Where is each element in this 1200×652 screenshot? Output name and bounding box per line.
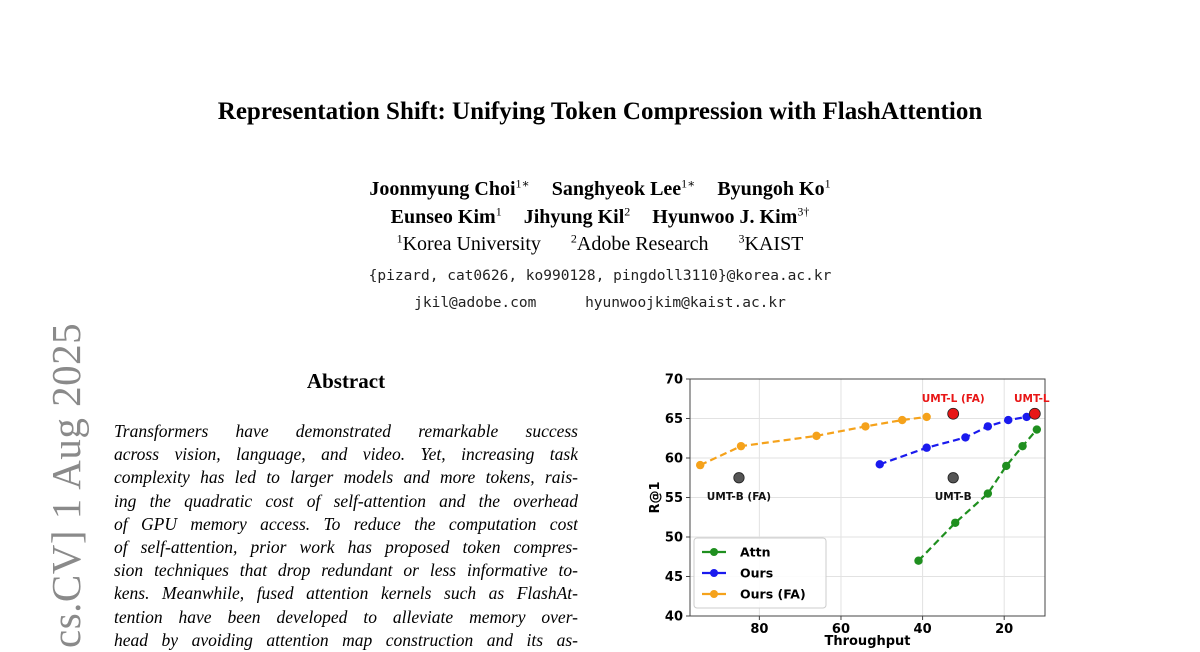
data-point: [1004, 415, 1013, 425]
email-kaist: hyunwoojkim@kaist.ac.kr: [585, 295, 786, 311]
data-point: [736, 441, 746, 451]
reference-point: [947, 472, 959, 484]
author-affiliation-mark: 1∗: [681, 176, 696, 191]
data-point: [875, 460, 884, 469]
author-name: Hyunwoo J. Kim3†: [652, 204, 810, 228]
y-tick-label: 45: [665, 570, 683, 585]
data-point: [983, 422, 993, 431]
data-point: [951, 518, 960, 527]
author-name: Jihyung Kil2: [523, 204, 631, 228]
arxiv-stamp: cs.CV] 1 Aug 2025: [43, 322, 89, 648]
data-point: [897, 415, 907, 425]
abstract-line: Transformers have demonstrated remarkabl…: [114, 421, 578, 441]
data-point: [961, 433, 970, 442]
reference-point-label: UMT-L: [1014, 393, 1050, 405]
author-affiliation-mark: 1∗: [515, 176, 530, 191]
series-line-ours: [879, 415, 1027, 466]
affiliations: 1Korea University 2Adobe Research 3KAIST: [0, 231, 1200, 256]
author-affiliation-mark: 1: [495, 204, 502, 219]
reference-point-label: UMT-L (FA): [922, 393, 985, 405]
author-name: Joonmyung Choi1∗: [369, 176, 530, 200]
author-affiliation-mark: 1: [824, 176, 831, 191]
data-point: [922, 412, 931, 422]
abstract-line: across vision, language, and video. Yet,…: [114, 444, 578, 465]
author-row-1: Joonmyung Choi1∗ Sanghyeok Lee1∗ Byungoh K…: [0, 176, 1200, 201]
x-axis-label: Throughput: [824, 634, 910, 648]
abstract-line: kens. Meanwhile, fused attention kernels…: [114, 583, 578, 604]
data-point: [1022, 412, 1031, 422]
y-tick-label: 50: [665, 531, 683, 546]
abstract-line: of self-attention, prior work has propos…: [114, 536, 578, 557]
reference-point: [1028, 407, 1041, 420]
data-point: [861, 422, 870, 431]
abstract-line: ing the quadratic cost of self-attention…: [114, 490, 578, 511]
x-tick-label: 60: [832, 622, 850, 637]
abstract-line: tention have been developed to alleviate…: [114, 606, 578, 627]
y-tick-label: 70: [665, 373, 683, 388]
author-name: Eunseo Kim1: [390, 204, 502, 228]
reference-point-label: UMT-B (FA): [707, 491, 771, 503]
data-point: [696, 460, 705, 470]
y-tick-label: 55: [665, 491, 683, 506]
email-line-2: jkil@adobe.com hyunwoojkim@kaist.ac.kr: [0, 295, 1200, 311]
data-point: [983, 489, 993, 498]
reference-point: [733, 472, 745, 484]
author-row-2: Eunseo Kim1 Jihyung Kil2 Hyunwoo J. Kim3†: [0, 204, 1200, 229]
paper-title: Representation Shift: Unifying Token Com…: [217, 98, 983, 125]
abstract-body: Transformers have demonstrated remarkabl…: [114, 420, 578, 652]
data-point: [1018, 441, 1027, 451]
data-point: [1002, 461, 1011, 471]
abstract-line: head by avoiding attention map construct…: [114, 629, 578, 650]
abstract-line: complexity has led to larger models and …: [114, 467, 578, 488]
affiliation: 2Adobe Research: [570, 231, 709, 255]
x-tick-label: 40: [914, 622, 932, 637]
abstract-line: of GPU memory access. To reduce the comp…: [114, 513, 578, 534]
abstract-heading: Abstract: [306, 369, 386, 393]
legend-marker: [710, 548, 718, 556]
y-tick-label: 40: [665, 610, 683, 625]
legend-marker: [710, 569, 718, 577]
legend-box: [693, 537, 827, 609]
abstract-line: sion techniques that drop redundant or l…: [114, 560, 578, 581]
data-point: [922, 443, 931, 452]
data-point: [1032, 425, 1042, 434]
legend-label: Ours: [740, 566, 773, 581]
author-name: Byungoh Ko1: [717, 176, 831, 200]
email-adobe: jkil@adobe.com: [414, 295, 537, 311]
data-point: [914, 556, 923, 565]
email-line-1: {pizard, cat0626, ko990128, pingdoll3110…: [368, 268, 832, 284]
y-tick-label: 60: [665, 452, 683, 467]
throughput-recall-chart: 40 45 50 55 60 65 70 80 60 40 20 Throughput R@1 UMT-L…: [648, 373, 1050, 649]
affiliation: 1Korea University: [396, 231, 541, 255]
legend-label: Ours (FA): [740, 587, 806, 602]
legend-label: Attn: [740, 545, 771, 560]
reference-point: [947, 407, 960, 420]
affiliation: 3KAIST: [738, 231, 804, 255]
x-tick-label: 80: [750, 622, 768, 637]
data-point: [812, 431, 821, 441]
y-axis-label: R@1: [648, 481, 663, 513]
reference-point-label: UMT-B: [935, 491, 972, 503]
author-affiliation-mark: 3†: [797, 204, 810, 219]
y-tick-label: 65: [665, 412, 683, 427]
x-tick-label: 20: [995, 622, 1013, 637]
author-name: Sanghyeok Lee1∗: [551, 176, 696, 200]
legend-marker: [710, 590, 718, 598]
author-affiliation-mark: 2: [624, 204, 631, 219]
